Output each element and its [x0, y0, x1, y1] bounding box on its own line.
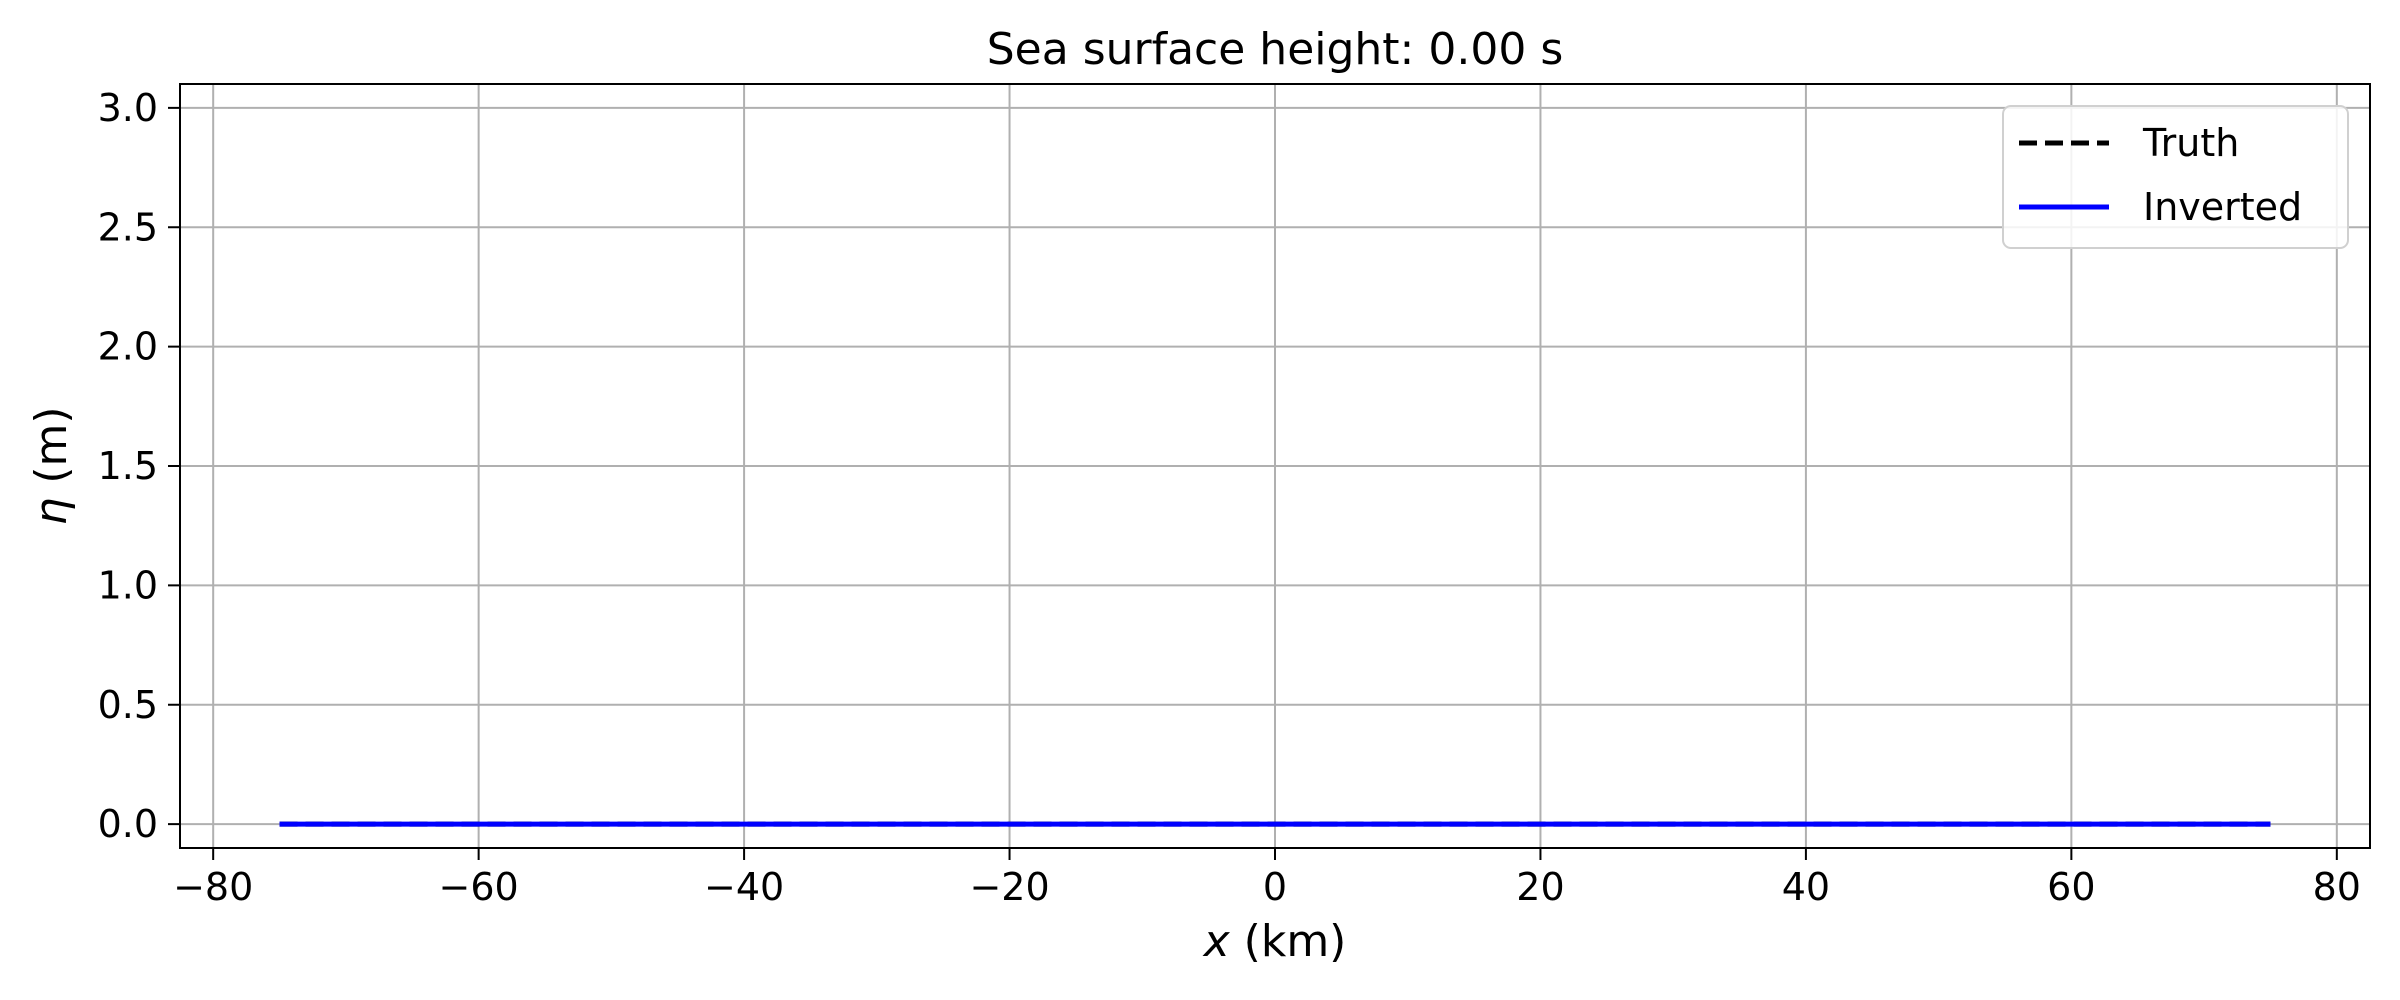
- legend-box: [2002, 105, 2349, 249]
- y-axis-ticks: 0.0 0.5 1.0 1.5 2.0 2.5 3.0: [98, 86, 180, 846]
- y-axis-label: η (m): [26, 406, 77, 525]
- x-axis-label-var: x: [1202, 916, 1231, 967]
- x-tick-label: 20: [1516, 865, 1564, 909]
- y-tick-label: 0.5: [98, 683, 158, 727]
- x-tick-label: 60: [2047, 865, 2095, 909]
- y-tick-label: 2.5: [98, 205, 158, 249]
- y-axis-label-var: η: [26, 498, 77, 526]
- legend-label-inverted: Inverted: [2143, 185, 2302, 229]
- legend-label-truth: Truth: [2142, 121, 2239, 165]
- x-tick-label: −20: [969, 865, 1049, 909]
- y-tick-label: 1.0: [98, 563, 158, 607]
- y-axis-label-unit: (m): [26, 406, 77, 497]
- legend: Truth Inverted: [2002, 105, 2349, 249]
- x-axis-label: x (km): [1202, 916, 1347, 967]
- x-axis-ticks: −80 −60 −40 −20 0 20 40 60 80: [173, 848, 2361, 909]
- chart-title: Sea surface height: 0.00 s: [987, 24, 1564, 75]
- x-tick-label: −80: [173, 865, 253, 909]
- x-tick-label: 40: [1782, 865, 1830, 909]
- x-axis-label-unit: (km): [1230, 916, 1347, 967]
- x-tick-label: 80: [2313, 865, 2361, 909]
- x-tick-label: −60: [439, 865, 519, 909]
- y-tick-label: 0.0: [98, 802, 158, 846]
- y-tick-label: 2.0: [98, 325, 158, 369]
- x-tick-label: 0: [1263, 865, 1287, 909]
- x-tick-label: −40: [704, 865, 784, 909]
- y-tick-label: 1.5: [98, 444, 158, 488]
- y-tick-label: 3.0: [98, 86, 158, 130]
